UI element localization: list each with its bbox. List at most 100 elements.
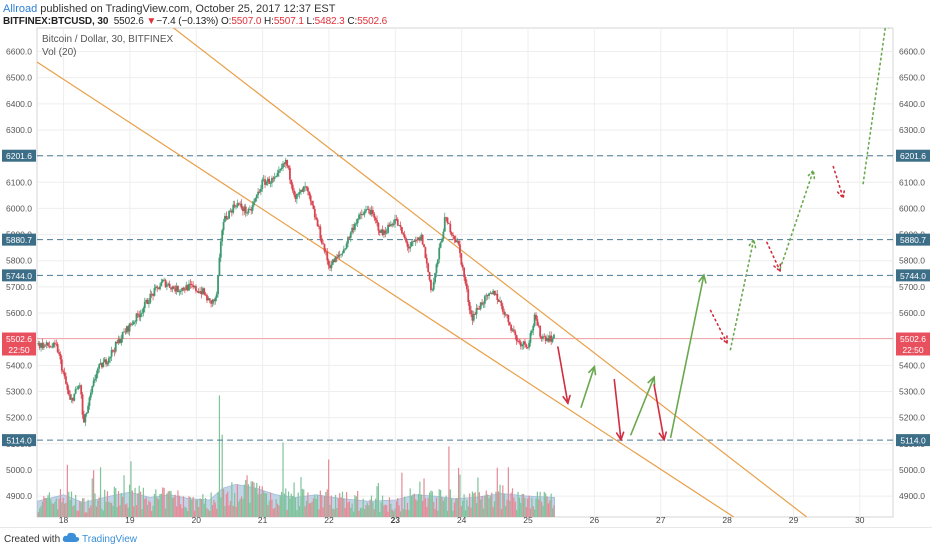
candle-body <box>359 213 362 215</box>
level-label-right: 6201.6 <box>900 151 926 161</box>
volume-bar <box>387 511 389 517</box>
volume-bar <box>383 505 385 517</box>
projection-arrow[interactable] <box>669 274 705 439</box>
candle-body <box>409 246 412 249</box>
candle-body <box>320 238 323 244</box>
candle-body <box>63 372 66 377</box>
volume-bar <box>196 499 198 517</box>
volume-bar <box>529 508 532 517</box>
candle-body <box>526 347 529 348</box>
candle-body <box>515 335 518 341</box>
candle-body <box>167 283 170 285</box>
volume-bar <box>381 495 384 517</box>
candle-body <box>170 287 172 290</box>
volume-bar <box>130 461 132 517</box>
volume-bar <box>453 502 456 517</box>
volume-bar <box>263 491 265 517</box>
volume-bar <box>451 498 453 517</box>
volume-bar <box>386 505 388 517</box>
y-tick-label-left: 5800.0 <box>6 256 32 266</box>
candle-body <box>315 217 318 220</box>
volume-bar <box>69 499 71 517</box>
candle-body <box>536 319 539 326</box>
trendlines[interactable] <box>37 4 808 517</box>
volume-bar <box>339 493 341 517</box>
volume-bar <box>373 509 375 517</box>
candle-body <box>430 279 432 290</box>
volume-bar <box>229 500 232 517</box>
candle-body <box>242 208 244 212</box>
projection-arrow-dotted[interactable] <box>709 309 728 344</box>
candle-body <box>269 182 272 184</box>
volume-bar <box>366 502 368 517</box>
candle-body <box>88 397 91 406</box>
volume-bar <box>272 508 274 517</box>
projection-arrow[interactable] <box>580 365 596 408</box>
candle-body <box>389 224 392 227</box>
price-axis[interactable]: 4900.04900.05000.05000.05100.05100.05200… <box>2 47 930 502</box>
volume-bar <box>304 506 306 517</box>
candle-body <box>132 321 135 325</box>
candle-body <box>445 217 448 219</box>
y-tick-label-left: 6400.0 <box>6 99 32 109</box>
projection-arrow-dotted[interactable] <box>729 239 755 351</box>
volume-bar <box>162 487 164 517</box>
volume-bar <box>527 498 529 517</box>
projection-arrow-dotted[interactable] <box>832 165 845 199</box>
volume-bar <box>138 485 140 517</box>
volume-bar <box>86 512 88 517</box>
candle-body <box>398 225 401 226</box>
volume-bar <box>470 507 472 517</box>
candle-body <box>341 253 344 255</box>
time-axis[interactable]: 18 19 20 21 22 23 24 25 26 27 28 29 30 <box>59 515 865 525</box>
candle-body <box>495 293 497 295</box>
candle-body <box>141 312 143 314</box>
arrow-head <box>647 375 656 386</box>
candle-body <box>338 254 341 256</box>
candle-body <box>553 334 555 339</box>
level-label-right-bg <box>896 269 930 282</box>
volume-bar <box>62 497 64 517</box>
projection-arrow[interactable] <box>613 378 622 441</box>
volume-bar <box>467 506 469 517</box>
trendline[interactable] <box>37 61 735 517</box>
projection-arrow[interactable] <box>557 346 569 405</box>
projection-arrows[interactable] <box>557 20 890 442</box>
candle-body <box>412 241 414 242</box>
volume-bar <box>428 492 431 517</box>
candle-body <box>522 341 525 345</box>
x-tick-label: 24 <box>457 515 467 525</box>
projection-arrow-dotted[interactable] <box>766 241 781 272</box>
candle-body <box>485 295 488 297</box>
candle-body <box>264 179 266 185</box>
y-tick-label-right: 5200.0 <box>899 413 925 423</box>
candle-body <box>329 265 331 269</box>
volume-bar <box>257 494 259 517</box>
candle-body <box>160 282 163 287</box>
candle-body <box>461 264 464 268</box>
projection-arrow[interactable] <box>630 376 655 436</box>
candle-body <box>135 313 138 322</box>
projection-arrow[interactable] <box>653 384 665 441</box>
candle-body <box>327 260 330 266</box>
tradingview-logo-text[interactable]: TradingView <box>82 534 138 545</box>
arrow-head <box>562 394 571 406</box>
candle-body <box>537 325 540 327</box>
candle-body <box>214 297 217 302</box>
volume-bar <box>330 495 333 517</box>
candle-body <box>406 241 409 247</box>
volume-bar <box>384 504 386 517</box>
volume-bar <box>442 500 444 517</box>
volume-bar <box>202 494 204 517</box>
candle-body <box>300 189 302 193</box>
price-chart[interactable]: 4900.04900.05000.05000.05100.05100.05200… <box>0 0 932 527</box>
projection-arrow-dotted[interactable] <box>779 169 815 270</box>
candle-body <box>165 284 168 287</box>
candle-body <box>340 254 342 255</box>
volume-bar <box>119 505 121 517</box>
level-label-right: 5880.7 <box>900 235 926 245</box>
candle-body <box>125 326 128 333</box>
trendline[interactable] <box>143 4 808 517</box>
author-link[interactable]: Allroad <box>3 3 38 15</box>
volume-bar <box>200 499 203 517</box>
